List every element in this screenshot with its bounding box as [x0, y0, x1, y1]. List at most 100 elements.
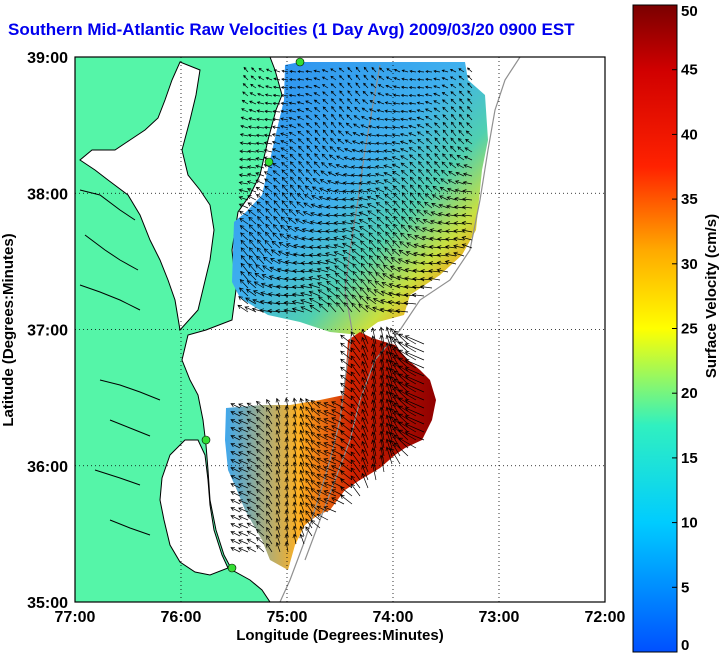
velocity-arrow: [275, 525, 281, 537]
velocity-arrow: [461, 220, 473, 226]
velocity-arrow: [290, 168, 297, 177]
velocity-arrow: [300, 261, 313, 266]
velocity-arrow: [415, 217, 425, 225]
velocity-arrow: [255, 141, 265, 146]
velocity-arrow: [246, 466, 257, 473]
velocity-arrow: [441, 99, 449, 105]
velocity-arrow: [389, 274, 401, 281]
velocity-arrow: [363, 66, 369, 73]
velocity-arrow: [361, 472, 369, 489]
velocity-arrow: [429, 236, 441, 241]
velocity-arrow: [269, 266, 281, 273]
velocity-arrow: [438, 203, 449, 209]
velocity-arrow: [316, 457, 329, 465]
velocity-arrow: [450, 83, 457, 89]
velocity-arrow: [429, 228, 441, 233]
velocity-arrow: [323, 466, 337, 473]
velocity-arrow: [322, 121, 329, 129]
velocity-arrow: [417, 70, 425, 74]
velocity-arrow: [272, 223, 281, 233]
velocity-arrow: [289, 200, 297, 209]
velocity-arrow: [275, 405, 281, 417]
velocity-arrow: [288, 86, 297, 90]
velocity-arrow: [383, 171, 393, 177]
velocity-arrow: [444, 252, 457, 257]
velocity-arrow: [280, 154, 289, 161]
velocity-arrow: [361, 440, 369, 457]
velocity-arrow: [240, 254, 249, 265]
velocity-arrow: [284, 453, 289, 465]
velocity-arrow: [371, 343, 377, 361]
velocity-arrow: [238, 296, 249, 305]
x-tick-label: 76:00: [161, 609, 202, 626]
velocity-arrow: [255, 264, 265, 273]
velocity-arrow: [331, 417, 345, 425]
velocity-arrow: [305, 69, 313, 73]
velocity-arrow: [439, 195, 449, 201]
velocity-arrow: [296, 85, 305, 89]
velocity-arrow: [331, 497, 345, 505]
velocity-arrow: [311, 186, 321, 193]
velocity-arrow: [376, 109, 385, 113]
velocity-arrow: [343, 264, 353, 273]
velocity-arrow: [405, 250, 417, 257]
velocity-arrow: [273, 184, 281, 193]
velocity-arrow: [313, 77, 321, 81]
velocity-arrow: [294, 218, 305, 225]
velocity-arrow: [287, 225, 297, 233]
velocity-arrow: [255, 456, 265, 465]
velocity-arrow: [305, 462, 313, 473]
velocity-arrow: [247, 271, 257, 281]
velocity-arrow: [331, 473, 345, 481]
velocity-arrow: [450, 106, 457, 113]
bay-water: [79, 61, 215, 332]
velocity-arrow: [325, 213, 337, 218]
velocity-arrow: [387, 308, 401, 313]
velocity-arrow: [278, 242, 289, 249]
velocity-arrow: [310, 400, 321, 409]
velocity-arrow: [413, 251, 425, 257]
velocity-arrow: [457, 138, 465, 145]
velocity-arrow: [361, 432, 369, 449]
velocity-arrow: [404, 431, 425, 441]
velocity-arrow: [292, 461, 297, 473]
velocity-arrow: [284, 533, 289, 545]
velocity-arrow: [298, 160, 305, 169]
velocity-arrow: [385, 430, 393, 449]
velocity-arrow: [298, 153, 305, 161]
velocity-arrow: [442, 153, 449, 161]
velocity-arrow: [350, 371, 361, 385]
velocity-arrow: [413, 243, 425, 249]
velocity-arrow: [239, 133, 249, 137]
velocity-arrow: [371, 463, 377, 481]
velocity-arrow: [339, 105, 345, 113]
velocity-arrow: [400, 101, 409, 106]
velocity-arrow: [297, 70, 305, 74]
velocity-arrow: [359, 233, 369, 241]
velocity-arrow: [350, 395, 361, 409]
velocity-arrow: [323, 402, 337, 409]
velocity-arrow: [331, 489, 345, 497]
velocity-arrow: [255, 157, 265, 161]
velocity-arrow: [266, 495, 273, 505]
velocity-arrow: [292, 469, 297, 481]
velocity-arrow: [409, 200, 417, 209]
velocity-arrow: [425, 176, 433, 185]
velocity-arrow: [401, 215, 409, 225]
velocity-arrow: [325, 259, 337, 265]
velocity-arrow: [340, 446, 353, 457]
velocity-arrow: [242, 91, 249, 97]
velocity-arrow: [385, 382, 393, 401]
velocity-arrow: [361, 376, 369, 393]
velocity-arrow: [456, 154, 465, 161]
velocity-arrow: [380, 290, 393, 297]
velocity-arrow: [246, 490, 257, 497]
velocity-arrow: [248, 255, 257, 265]
velocity-arrow: [297, 176, 305, 185]
velocity-arrow: [353, 123, 361, 129]
x-axis-label: Longitude (Degrees:Minutes): [236, 627, 444, 644]
velocity-arrow: [367, 210, 377, 217]
velocity-arrow: [263, 125, 273, 130]
velocity-arrow: [257, 216, 265, 225]
velocity-arrow: [292, 421, 297, 433]
